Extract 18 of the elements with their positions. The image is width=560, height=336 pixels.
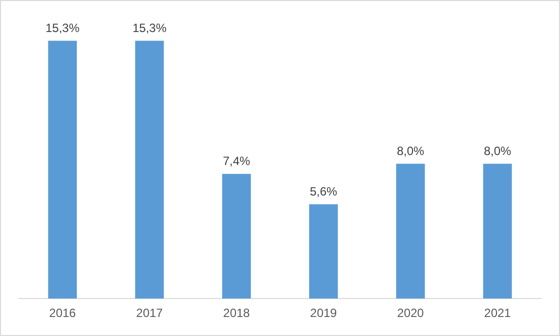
x-tick-label: 2017 <box>136 306 164 320</box>
bar <box>48 40 77 299</box>
data-label: 8,0% <box>396 144 424 158</box>
data-label: 5,6% <box>310 184 338 199</box>
x-tick-label: 2019 <box>310 306 338 320</box>
x-tick-label: 2021 <box>484 306 512 320</box>
bar <box>222 174 251 299</box>
data-label: 7,4% <box>222 154 250 168</box>
bar <box>483 164 512 299</box>
bar <box>135 40 164 299</box>
x-tick-label: 2016 <box>49 306 76 320</box>
bar <box>396 164 425 299</box>
x-tick-label: 2018 <box>223 306 250 320</box>
bar <box>309 204 338 299</box>
x-tick-label: 2020 <box>397 306 424 320</box>
data-label: 15,3% <box>132 21 167 36</box>
data-label: 15,3% <box>45 21 80 36</box>
data-label: 8,0% <box>484 144 512 158</box>
